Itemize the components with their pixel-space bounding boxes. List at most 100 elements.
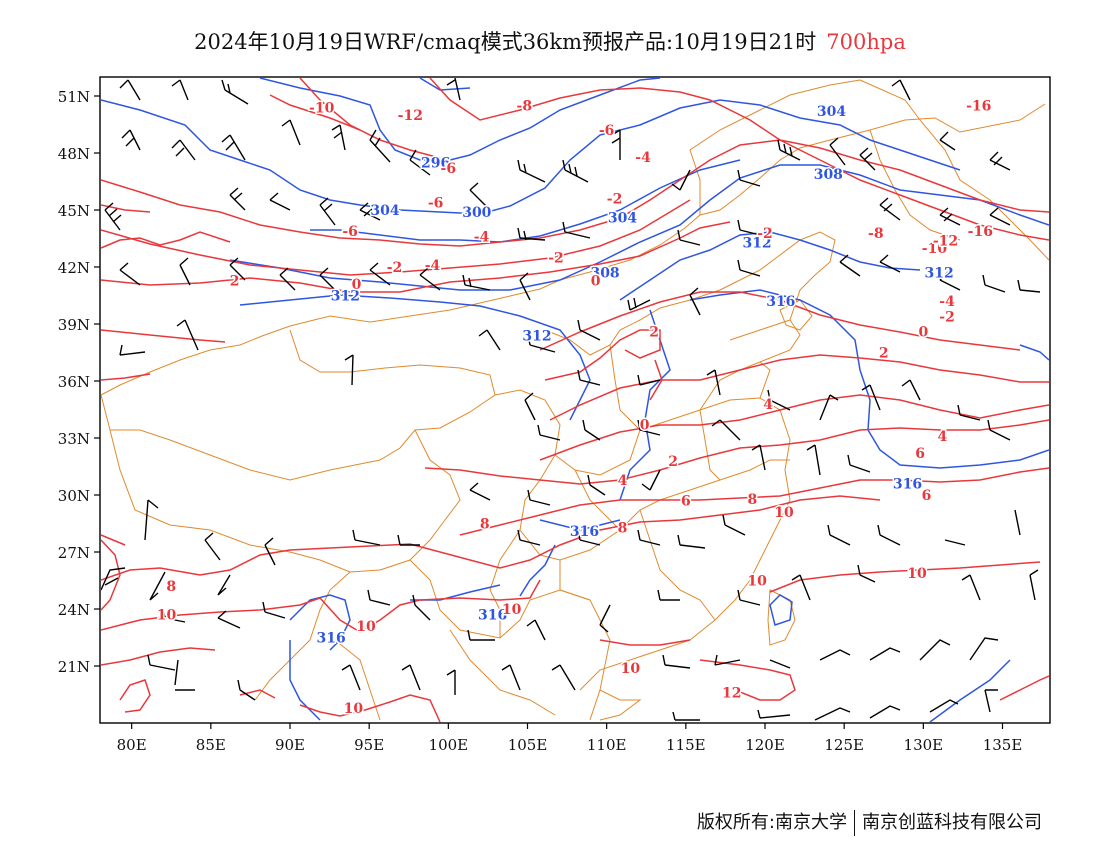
title-main: 2024年10月19日WRF/cmaq模式36km预报产品:10月19日21时 <box>194 30 817 54</box>
lat-tick-label: 39N <box>58 316 90 334</box>
lat-tick-label: 48N <box>58 145 90 163</box>
temperature-contour-label: 0 <box>640 418 650 434</box>
temperature-contour-label: 6 <box>922 488 932 504</box>
temperature-contour-label: 2 <box>230 273 240 289</box>
height-contour-label: 312 <box>925 266 954 282</box>
temperature-contour-label: 8 <box>166 579 176 595</box>
temperature-contour-label: 6 <box>681 494 691 510</box>
height-contour-label: 316 <box>478 608 507 624</box>
temperature-contour-label: -2 <box>757 226 773 242</box>
height-contour-label: 304 <box>817 104 846 120</box>
lat-tick-label: 42N <box>58 259 90 277</box>
temperature-contour-label: 10 <box>356 619 376 635</box>
lat-tick-label: 45N <box>58 202 90 220</box>
lon-tick-label: 105E <box>508 736 548 754</box>
temperature-contour-label: 4 <box>763 397 773 413</box>
latitude-axis: 51N 48N 45N 42N 39N 36N 33N 30N 27N 24N 21N <box>58 88 100 676</box>
lon-tick-label: 135E <box>983 736 1023 754</box>
temperature-contour-label: -10 <box>922 241 948 257</box>
temperature-contour-label: 2 <box>649 325 659 341</box>
lon-tick-label: 110E <box>587 736 627 754</box>
temperature-contour-label: -2 <box>939 309 955 325</box>
wind-barbs <box>101 78 1041 721</box>
temperature-contour-label: 10 <box>621 661 641 677</box>
height-contour-label: 316 <box>766 294 795 310</box>
lat-tick-label: 27N <box>58 544 90 562</box>
temperature-contour-label: -4 <box>474 230 490 246</box>
temperature-contour-label: -6 <box>428 195 444 211</box>
temperature-contour-label: -10 <box>309 100 335 116</box>
height-contour-label: 316 <box>893 477 922 493</box>
lon-tick-label: 85E <box>196 736 226 754</box>
temperature-contour-label: -2 <box>387 260 403 276</box>
temperature-contour-label: -8 <box>517 99 533 115</box>
title-level: 700hpa <box>826 30 906 54</box>
height-contour-label: 296 <box>421 156 450 172</box>
border-lines <box>101 79 1049 721</box>
height-contour-label: 312 <box>331 289 360 305</box>
temperature-contour-label: 4 <box>618 473 628 489</box>
temperature-contour-label: -4 <box>425 258 441 274</box>
lon-tick-label: 125E <box>824 736 864 754</box>
height-contour-label: 308 <box>814 167 843 183</box>
lon-tick-label: 120E <box>745 736 785 754</box>
temperature-contour-label: 4 <box>937 429 947 445</box>
height-contour-label: 308 <box>590 266 619 282</box>
temperature-contour-label: 8 <box>618 520 628 536</box>
height-contour-label: 316 <box>317 631 346 647</box>
temperature-contour-label: 10 <box>344 701 364 717</box>
temperature-contour-label: 0 <box>352 277 362 293</box>
company-name: 南京创蓝科技有限公司 <box>862 812 1042 833</box>
temperature-contour-label: -12 <box>398 108 423 124</box>
footer-divider <box>854 810 855 836</box>
lon-tick-label: 80E <box>117 736 147 754</box>
temperature-contour-label: -4 <box>635 150 651 166</box>
height-contour-label: 312 <box>522 328 551 344</box>
height-contour-label: 304 <box>370 203 399 219</box>
temperature-contour-label: 10 <box>907 566 927 582</box>
temperature-contour-label: 0 <box>591 273 601 289</box>
temperature-contour-label: -16 <box>968 224 993 240</box>
temperature-contour-label: 2 <box>668 454 678 470</box>
temperature-contour-label: 6 <box>915 446 925 462</box>
temperature-contour-label: -6 <box>441 161 457 177</box>
temperature-contour-label: 12 <box>722 686 741 702</box>
footer-credits: 版权所有:南京大学 南京创蓝科技有限公司 <box>697 808 1042 836</box>
lon-tick-label: 95E <box>354 736 384 754</box>
temperature-contour-label: -2 <box>607 192 623 208</box>
lon-tick-label: 100E <box>429 736 469 754</box>
lat-tick-label: 30N <box>58 487 90 505</box>
temperature-contour-label: -4 <box>939 294 955 310</box>
height-label-layer: 296 300 304 304 304 308 308 312 312 312 312 316 316 3… <box>315 103 955 648</box>
temperature-contours <box>101 78 1049 722</box>
lon-tick-label: 115E <box>666 736 706 754</box>
lat-tick-label: 21N <box>58 658 90 676</box>
lat-tick-label: 33N <box>58 430 90 448</box>
height-contours <box>101 78 1049 722</box>
lat-tick-label: 24N <box>58 601 90 619</box>
lat-tick-label: 36N <box>58 373 90 391</box>
lon-tick-label: 130E <box>904 736 944 754</box>
temperature-contour-label: 8 <box>480 517 490 533</box>
temperature-contour-label: -2 <box>548 251 564 267</box>
temperature-contour-label: -6 <box>342 224 358 240</box>
temperature-contour-label: -16 <box>966 99 991 115</box>
lon-tick-label: 90E <box>275 736 305 754</box>
map-title: 2024年10月19日WRF/cmaq模式36km预报产品:10月19日21时 7… <box>0 26 1100 56</box>
lat-tick-label: 51N <box>58 88 90 106</box>
temperature-contour-label: 10 <box>157 608 177 624</box>
temperature-contour-label: 10 <box>502 602 522 618</box>
temperature-contour-label: 10 <box>774 505 794 521</box>
map-frame <box>99 76 1051 724</box>
temperature-label-layer: -12-10 -8 -16-6-6-4-6 -2-6 -4 -2-4-2-2002-8-1… <box>155 97 994 718</box>
temperature-contour-label: 10 <box>747 574 767 590</box>
height-contour-label: 316 <box>570 524 599 540</box>
temperature-contour-label: -12 <box>933 233 958 249</box>
height-contour-label: 312 <box>742 235 771 251</box>
height-contour-label: 300 <box>462 205 491 221</box>
temperature-contour-label: -6 <box>599 123 615 139</box>
temperature-contour-label: -8 <box>868 226 884 242</box>
longitude-axis: 80E 85E 90E 95E 100E 105E 110E 115E 120E 125E 130E… <box>117 723 1023 754</box>
